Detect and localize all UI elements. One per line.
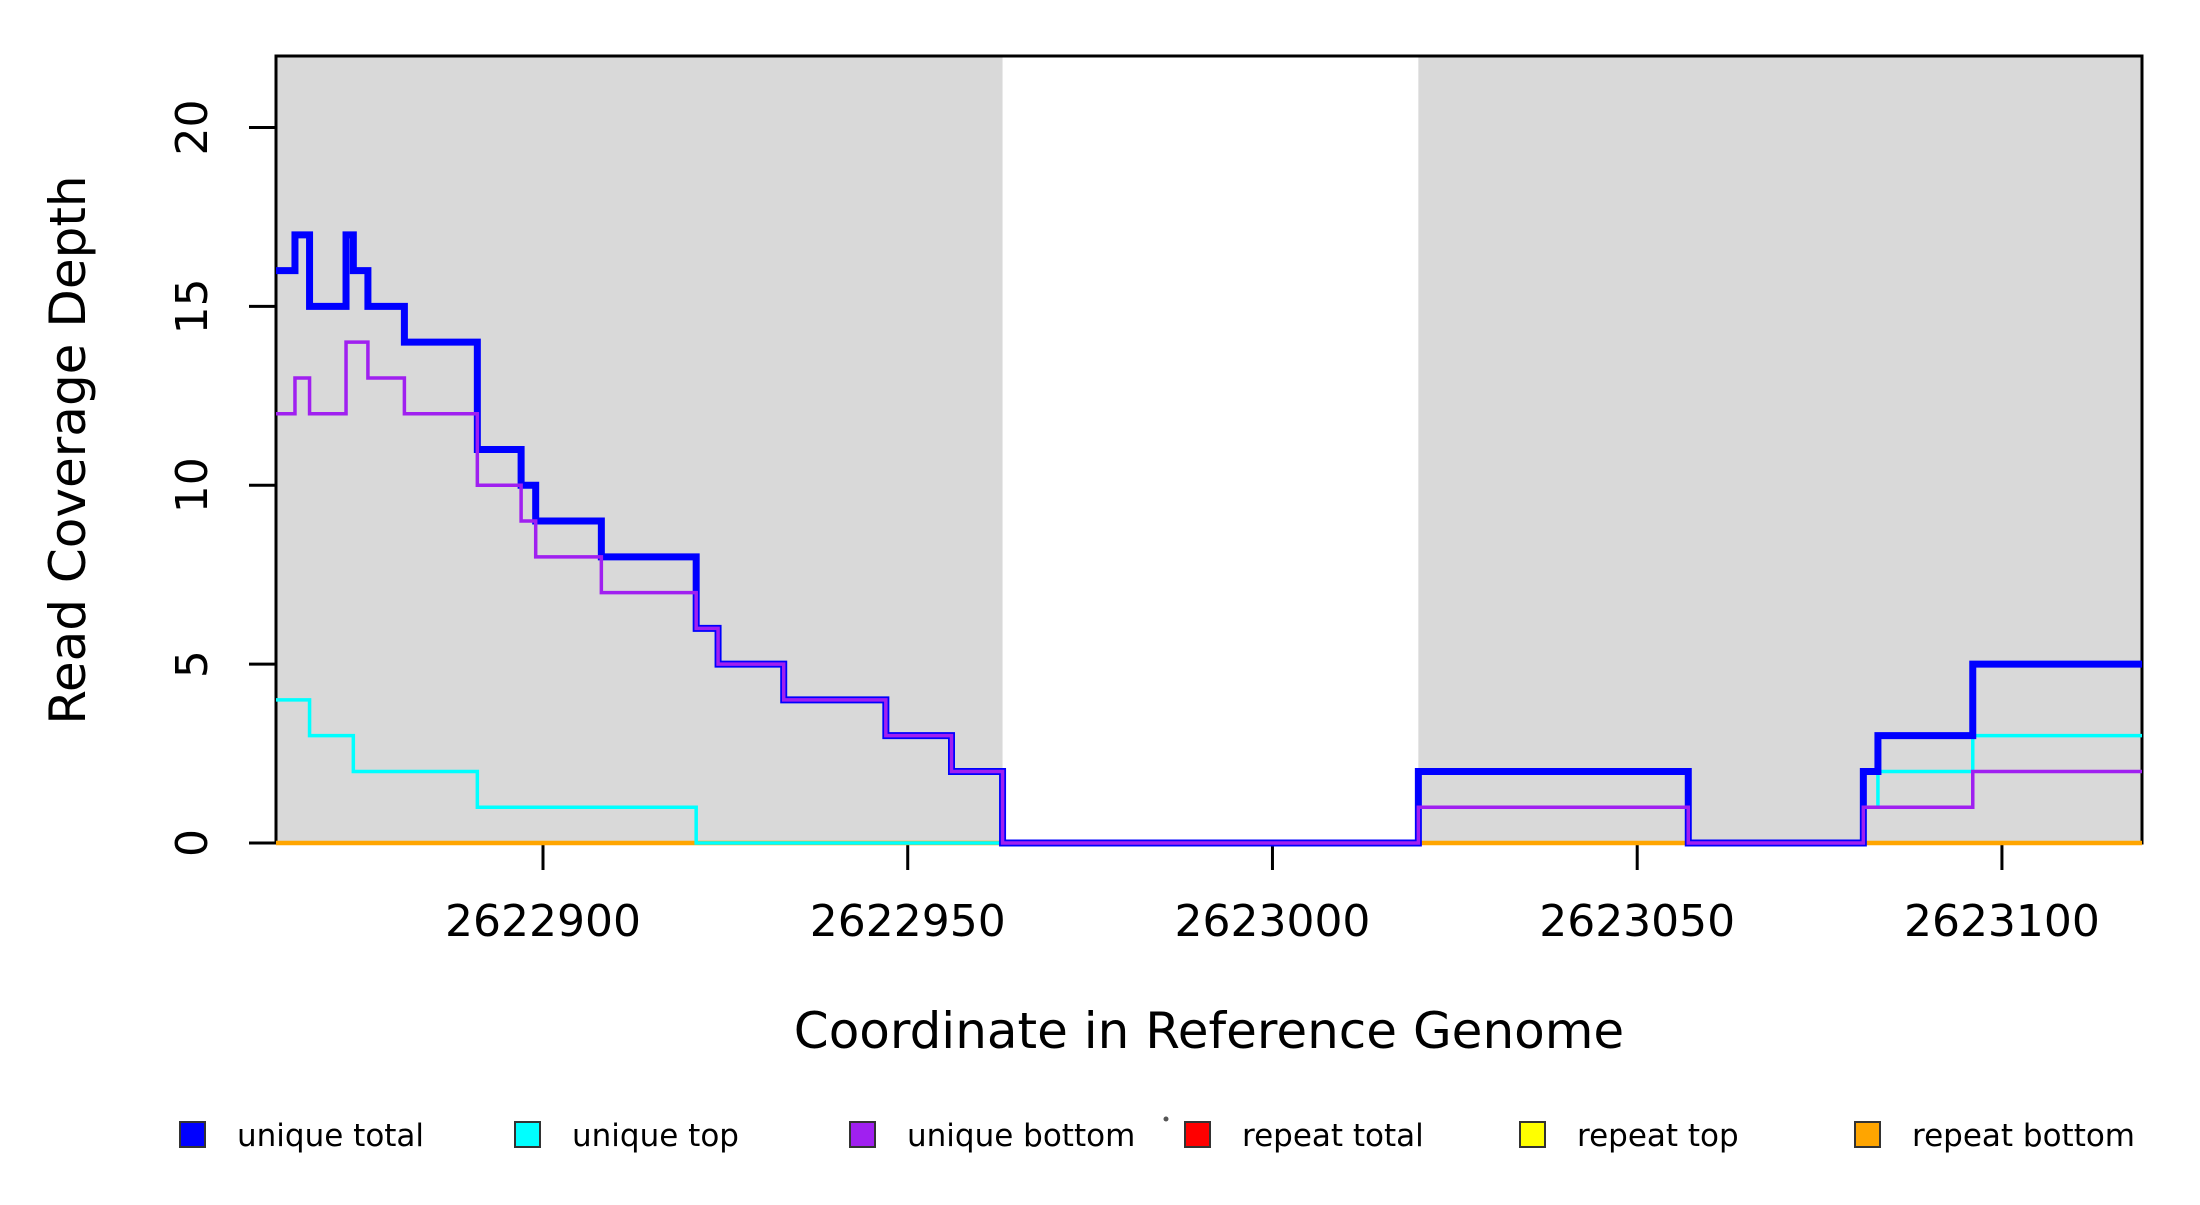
y-axis: 0 5 10 15 20 <box>167 100 276 857</box>
legend-label-unique-total: unique total <box>237 1118 424 1154</box>
stray-dot-artifact <box>1163 1116 1169 1122</box>
legend: unique total unique top unique bottom repea… <box>179 1116 2135 1154</box>
x-tick-label-2623100: 2623100 <box>1904 896 2100 947</box>
legend-label-repeat-total: repeat total <box>1242 1118 1424 1154</box>
legend-swatch-repeat-top <box>1519 1121 1546 1148</box>
series-lines <box>276 231 2142 847</box>
x-axis: 2622900 2622950 2623000 2623050 2623100 <box>445 843 2100 947</box>
y-tick-label-15: 15 <box>167 278 218 334</box>
x-tick-label-2623050: 2623050 <box>1539 896 1735 947</box>
x-tick-label-2623000: 2623000 <box>1174 896 1370 947</box>
legend-swatch-unique-top <box>514 1121 541 1148</box>
x-tick-label-2622950: 2622950 <box>810 896 1006 947</box>
repeat-region-right <box>1418 56 2142 843</box>
legend-swatch-unique-bottom <box>849 1121 876 1148</box>
y-tick-label-0: 0 <box>167 829 218 857</box>
y-tick-label-5: 5 <box>167 650 218 678</box>
legend-label-unique-bottom: unique bottom <box>907 1118 1135 1154</box>
legend-label-repeat-top: repeat top <box>1577 1118 1739 1154</box>
repeat-region-left <box>276 56 1003 843</box>
x-tick-label-2622900: 2622900 <box>445 896 641 947</box>
shaded-regions <box>276 56 2142 843</box>
series-unique-bottom <box>276 340 2142 845</box>
legend-label-unique-top: unique top <box>572 1118 739 1154</box>
legend-swatch-repeat-bottom <box>1854 1121 1881 1148</box>
y-axis-title: Read Coverage Depth <box>39 175 97 724</box>
legend-swatch-repeat-total <box>1184 1121 1211 1148</box>
y-tick-label-10: 10 <box>167 457 218 513</box>
legend-label-repeat-bottom: repeat bottom <box>1912 1118 2135 1154</box>
y-tick-label-20: 20 <box>167 100 218 156</box>
x-axis-title: Coordinate in Reference Genome <box>794 1002 1624 1060</box>
legend-swatch-unique-total <box>179 1121 206 1148</box>
